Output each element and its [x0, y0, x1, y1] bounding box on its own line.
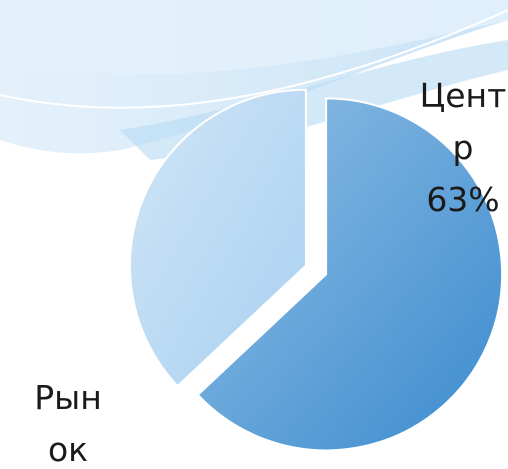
category-label: Рынок [28, 372, 108, 469]
slice-label: Рынок [28, 372, 108, 469]
category-label: Центр [418, 70, 508, 174]
slide: Центр 63% Рынок [0, 0, 508, 469]
value-label: 63% [418, 174, 508, 226]
slice-label: Центр 63% [418, 70, 508, 226]
